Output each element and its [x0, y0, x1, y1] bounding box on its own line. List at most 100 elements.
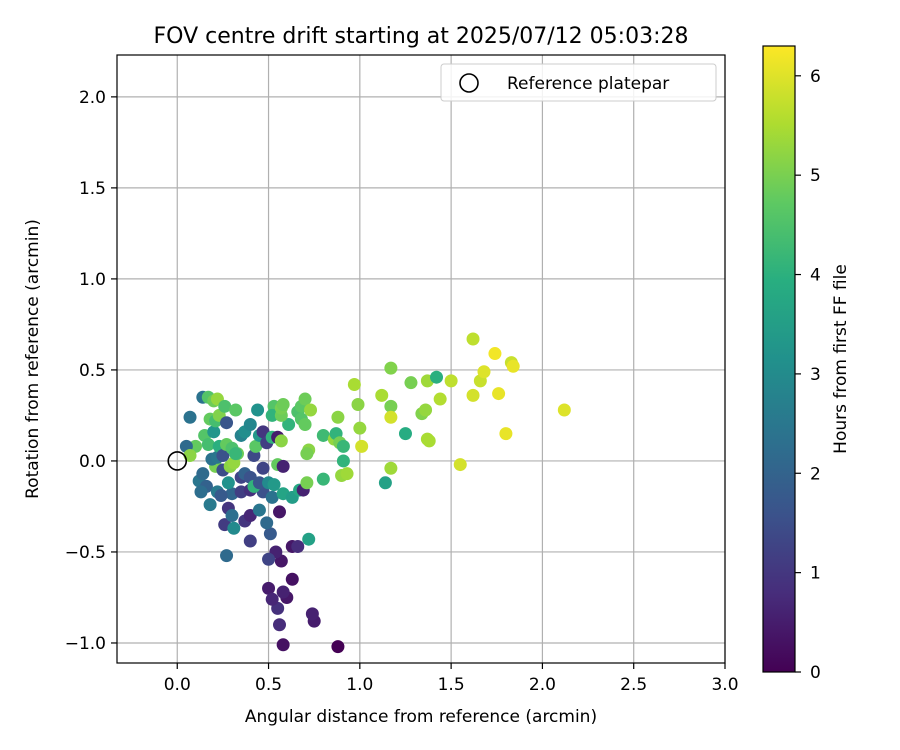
data-point — [302, 532, 316, 546]
data-point — [243, 418, 257, 432]
data-point — [477, 365, 491, 379]
data-point — [276, 459, 290, 473]
data-point — [183, 410, 197, 424]
data-point — [265, 490, 279, 504]
data-point — [378, 476, 392, 490]
data-point — [252, 503, 266, 517]
colorbar-tick-label: 3 — [810, 365, 821, 385]
data-point — [276, 398, 290, 412]
data-point — [347, 377, 361, 391]
data-point — [304, 403, 318, 417]
data-point — [353, 421, 367, 435]
data-point — [196, 467, 210, 481]
data-point — [249, 439, 263, 453]
data-point — [336, 439, 350, 453]
data-point — [488, 347, 502, 361]
x-axis-ticks: 0.0 0.5 1.0 1.5 2.0 2.5 3.0 — [164, 663, 739, 695]
data-point — [218, 399, 232, 413]
data-point — [557, 403, 571, 417]
data-point — [285, 572, 299, 586]
colorbar-tick-label: 0 — [810, 663, 821, 683]
data-point — [282, 418, 296, 432]
legend-label: Reference platepar — [507, 74, 669, 94]
data-point — [262, 581, 276, 595]
x-tick-label: 2.5 — [620, 675, 647, 695]
data-point — [305, 607, 319, 621]
data-point — [433, 392, 447, 406]
data-point — [225, 509, 239, 523]
data-point — [444, 374, 458, 388]
data-point — [492, 387, 506, 401]
data-point — [355, 439, 369, 453]
data-point — [340, 467, 354, 481]
data-point — [227, 521, 241, 535]
x-tick-label: 1.5 — [438, 675, 465, 695]
data-point — [298, 418, 312, 432]
data-point — [221, 476, 235, 490]
data-point — [203, 498, 217, 512]
y-tick-label: −0.5 — [65, 543, 106, 563]
colorbar-tick-label: 1 — [810, 564, 821, 584]
data-point — [300, 476, 314, 490]
x-tick-label: 2.0 — [529, 675, 556, 695]
data-point — [331, 410, 345, 424]
plot-frame — [116, 54, 726, 664]
data-point — [220, 416, 234, 430]
data-point — [229, 447, 243, 461]
y-axis-ticks: −1.0 −0.5 0.0 0.5 1.0 1.5 2.0 — [65, 88, 117, 654]
data-point — [422, 434, 436, 448]
y-tick-label: 0.5 — [79, 361, 106, 381]
data-point — [316, 428, 330, 442]
data-point — [384, 410, 398, 424]
data-point — [201, 438, 215, 452]
data-point — [276, 638, 290, 652]
reference-point-marker — [167, 451, 188, 471]
data-point — [229, 403, 243, 417]
x-tick-label: 1.0 — [346, 675, 373, 695]
y-tick-label: 0.0 — [79, 452, 106, 472]
data-point — [300, 447, 314, 461]
data-point — [336, 454, 350, 468]
colorbar-tick-label: 5 — [810, 166, 821, 186]
y-tick-label: 1.0 — [79, 270, 106, 290]
data-point — [262, 552, 276, 566]
colorbar-ticks: 0 1 2 3 4 5 6 — [795, 67, 821, 683]
colorbar-frame — [762, 45, 796, 673]
data-point — [499, 427, 513, 441]
data-point — [316, 472, 330, 486]
data-point — [194, 485, 208, 499]
colorbar-tick-label: 6 — [810, 67, 821, 87]
legend: Reference platepar — [440, 63, 717, 102]
x-tick-label: 3.0 — [711, 675, 738, 695]
data-point — [272, 618, 286, 632]
y-tick-label: 1.5 — [79, 179, 106, 199]
grid-lines — [117, 55, 726, 663]
data-point — [243, 534, 257, 548]
colorbar-tick-label: 2 — [810, 464, 821, 484]
data-point — [298, 392, 312, 406]
data-point — [256, 461, 270, 475]
data-point — [398, 427, 412, 441]
data-point — [214, 489, 228, 503]
colorbar-tick-label: 4 — [810, 266, 821, 286]
data-point — [384, 461, 398, 475]
data-point — [216, 448, 230, 462]
legend-marker — [459, 73, 479, 93]
y-tick-label: 2.0 — [79, 88, 106, 108]
colorbar: 0 1 2 3 4 5 6 Hours from first FF file — [762, 45, 851, 683]
data-point — [260, 516, 274, 530]
data-point — [453, 458, 467, 472]
chart-title: FOV centre drift starting at 2025/07/12 … — [154, 24, 689, 49]
data-point — [419, 403, 433, 417]
data-point — [351, 398, 365, 412]
data-point — [506, 359, 520, 373]
data-point — [466, 388, 480, 402]
x-tick-label: 0.5 — [255, 675, 282, 695]
y-axis-label: Rotation from reference (arcmin) — [23, 219, 43, 499]
data-point — [267, 478, 281, 492]
data-point — [207, 425, 221, 439]
colorbar-label: Hours from first FF file — [831, 264, 851, 454]
data-point — [384, 361, 398, 375]
data-point — [263, 527, 277, 541]
